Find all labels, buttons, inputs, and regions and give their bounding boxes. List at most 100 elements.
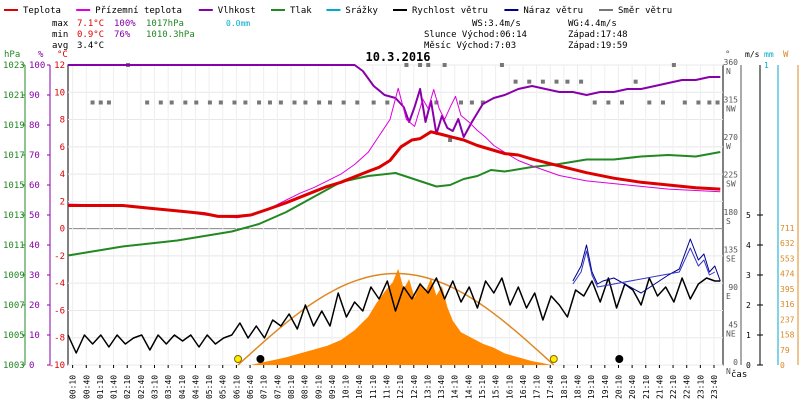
x-tick-label: 10:10 [342, 375, 351, 399]
hpa-tick-label: 1011 [3, 241, 25, 251]
wind-dir-marker [715, 100, 720, 105]
temp-tick-label: -6 [54, 306, 65, 316]
wind-dir-marker [459, 100, 463, 105]
x-tick-label: 13:10 [423, 375, 432, 399]
dir-tick-label: 0 [733, 358, 738, 367]
wind-dir-marker [371, 100, 376, 105]
wind-dir-marker [169, 100, 174, 105]
unit-mm: mm [764, 50, 774, 59]
x-tick-label: 15:40 [492, 375, 501, 399]
ms-tick-label: 3 [746, 271, 751, 280]
dir-tick-label: 270 [724, 133, 739, 142]
wind-dir-marker [660, 100, 665, 105]
x-tick-label: 04:40 [191, 375, 200, 399]
moon-marker-icon [615, 355, 624, 363]
stats-label-max: max [52, 19, 69, 29]
pct-tick-label: 100 [29, 61, 45, 71]
wind-dir-marker [267, 100, 272, 105]
w-tick-label: 474 [780, 270, 795, 279]
legend-label: Náraz větru [523, 6, 583, 16]
pct-tick-label: 0 [29, 361, 34, 371]
info-ws: WS:3.4m/s [472, 19, 521, 29]
dir-tick-compass: NE [726, 330, 736, 339]
wind-dir-marker [207, 100, 212, 105]
x-tick-label: 12:40 [410, 375, 419, 399]
x-tick-label: 20:10 [614, 375, 623, 399]
dir-tick-label: 135 [724, 246, 739, 255]
hpa-tick-label: 1009 [3, 271, 25, 281]
axis-unit-labels: hPa % °C ° m/s mm W čas [4, 50, 789, 380]
wind-dir-marker [448, 138, 453, 142]
series-line-gust2 [572, 247, 716, 288]
stats-rain-max: 0.0mm [226, 19, 250, 28]
stats-press-max: 1017hPa [146, 19, 184, 29]
moon-marker-icon [256, 355, 265, 363]
w-tick-label: 0 [780, 361, 785, 370]
x-tick-label: 23:10 [696, 375, 705, 399]
info-block: WS:3.4m/s WG:4.4m/s Slunce Východ:06:14 … [424, 19, 628, 51]
wind-dir-marker [442, 63, 447, 67]
unit-ms: m/s [745, 50, 760, 59]
stats-temp-avg: 3.4°C [77, 41, 104, 51]
wind-dir-marker [682, 100, 687, 105]
pct-tick-label: 20 [29, 301, 40, 311]
legend-label: Vlhkost [218, 6, 256, 16]
wind-dir-marker [434, 100, 439, 105]
stats-press-min: 1010.3hPa [146, 30, 195, 40]
info-moon: Měsíc Východ:7:03 [424, 41, 516, 51]
x-tick-label: 14:10 [451, 375, 460, 399]
wind-dir-marker [404, 63, 409, 67]
info-sun-set: Západ:17:48 [568, 30, 628, 40]
legend-label: Tlak [290, 6, 312, 16]
stats-label-avg: avg [52, 41, 68, 51]
legend: Teplota Přízemní teplota Vlhkost Tlak Srážky… [4, 6, 672, 16]
w-tick-label: 632 [780, 239, 795, 248]
dir-tick-compass: S [726, 217, 731, 226]
w-tick-label: 553 [780, 254, 795, 263]
wind-dir-marker [183, 100, 188, 105]
x-tick-label: 21:10 [642, 375, 651, 399]
ms-tick-label: 2 [746, 301, 751, 310]
temp-tick-label: -4 [54, 279, 65, 289]
series-line-gust [572, 238, 721, 294]
x-tick-label: 14:40 [464, 375, 473, 399]
legend-label: Srážky [345, 6, 378, 16]
temp-tick-label: 10 [54, 88, 65, 98]
x-tick-label: 10:40 [355, 375, 364, 399]
dir-tick-label: 180 [724, 208, 739, 217]
x-tick-label: 08:40 [301, 375, 310, 399]
pct-tick-label: 40 [29, 241, 40, 251]
series-line-wind [67, 277, 721, 354]
wind-dir-marker [647, 100, 652, 105]
series-line-press [67, 151, 721, 257]
dir-tick-compass: SE [726, 255, 736, 264]
hpa-tick-label: 1013 [3, 211, 25, 221]
stats-temp-max: 7.1°C [77, 19, 104, 29]
x-tick-label: 21:40 [655, 375, 664, 399]
wind-dir-marker [303, 100, 308, 105]
dir-tick-label: 360 [724, 58, 739, 67]
unit-cas: čas [731, 369, 747, 380]
x-tick-label: 23:40 [710, 375, 719, 399]
temp-tick-label: -2 [54, 252, 65, 262]
x-tick-label: 16:10 [505, 375, 514, 399]
stats-temp-min: 0.9°C [77, 30, 104, 40]
wind-dir-marker [328, 100, 332, 105]
legend-label: Rychlost větru [412, 6, 488, 16]
x-tick-label: 15:10 [478, 375, 487, 399]
wind-dir-marker [385, 100, 390, 105]
wind-dir-marker [145, 100, 150, 105]
legend-label: Teplota [23, 6, 61, 16]
temp-tick-label: 8 [60, 116, 65, 126]
x-tick-label: 09:10 [314, 375, 323, 399]
x-tick-label: 09:40 [328, 375, 337, 399]
wind-dir-marker [194, 100, 199, 105]
wind-dir-marker [540, 79, 545, 84]
x-tick-label: 00:40 [82, 375, 91, 399]
wind-dir-marker [579, 79, 584, 84]
wind-dir-marker [671, 63, 676, 67]
wind-dir-marker [355, 100, 360, 105]
unit-pct: % [38, 50, 44, 60]
series-line-temp [68, 130, 721, 218]
